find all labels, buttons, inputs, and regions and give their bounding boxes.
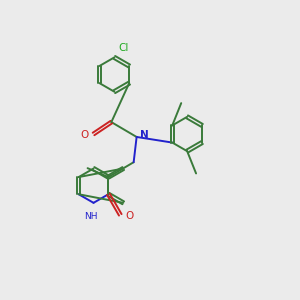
Text: NH: NH (84, 212, 98, 221)
Text: Cl: Cl (118, 43, 128, 53)
Text: O: O (80, 130, 88, 140)
Text: N: N (140, 130, 149, 140)
Text: O: O (126, 211, 134, 221)
